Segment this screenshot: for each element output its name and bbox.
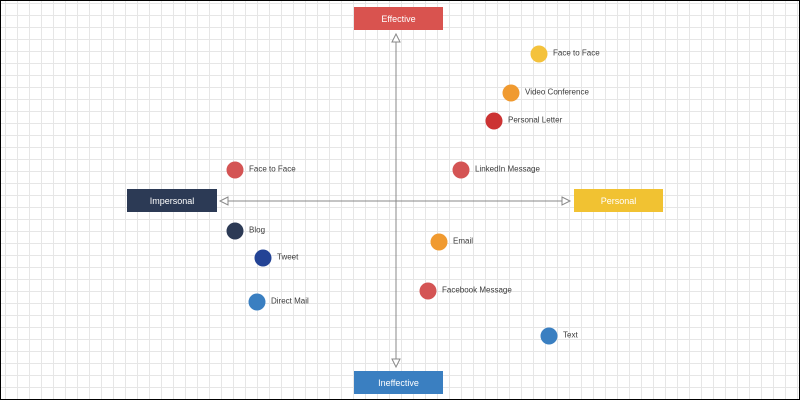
point-label: Face to Face <box>249 164 296 174</box>
vertical-axis-top-arrow <box>391 32 401 43</box>
axis-label-left: Impersonal <box>127 189 217 212</box>
point-marker <box>419 282 437 300</box>
point-marker <box>254 249 272 267</box>
point-marker <box>502 84 520 102</box>
point-label: Direct Mail <box>271 296 309 306</box>
point-label: Face to Face <box>553 48 600 58</box>
point-marker <box>226 222 244 240</box>
point-label: Video Conference <box>525 87 589 97</box>
point-label: LinkedIn Message <box>475 164 540 174</box>
axis-label-right: Personal <box>574 189 663 212</box>
point-marker <box>248 293 266 311</box>
point-label: Facebook Message <box>442 285 512 295</box>
point-label: Tweet <box>277 252 299 262</box>
point-marker <box>430 233 448 251</box>
axis-label-top: Effective <box>354 7 443 30</box>
point-marker <box>226 161 244 179</box>
point-label: Email <box>453 236 474 246</box>
point-marker <box>530 45 548 63</box>
axis-label-bottom: Ineffective <box>354 371 443 394</box>
point-label: Text <box>563 330 578 340</box>
horizontal-axis-right-arrow <box>561 196 572 206</box>
point-marker <box>452 161 470 179</box>
point-marker <box>485 112 503 130</box>
horizontal-axis-left-arrow <box>218 196 229 206</box>
point-marker <box>540 327 558 345</box>
point-label: Blog <box>249 225 266 235</box>
vertical-axis-bottom-arrow <box>391 358 401 369</box>
point-label: Personal Letter <box>508 115 563 125</box>
